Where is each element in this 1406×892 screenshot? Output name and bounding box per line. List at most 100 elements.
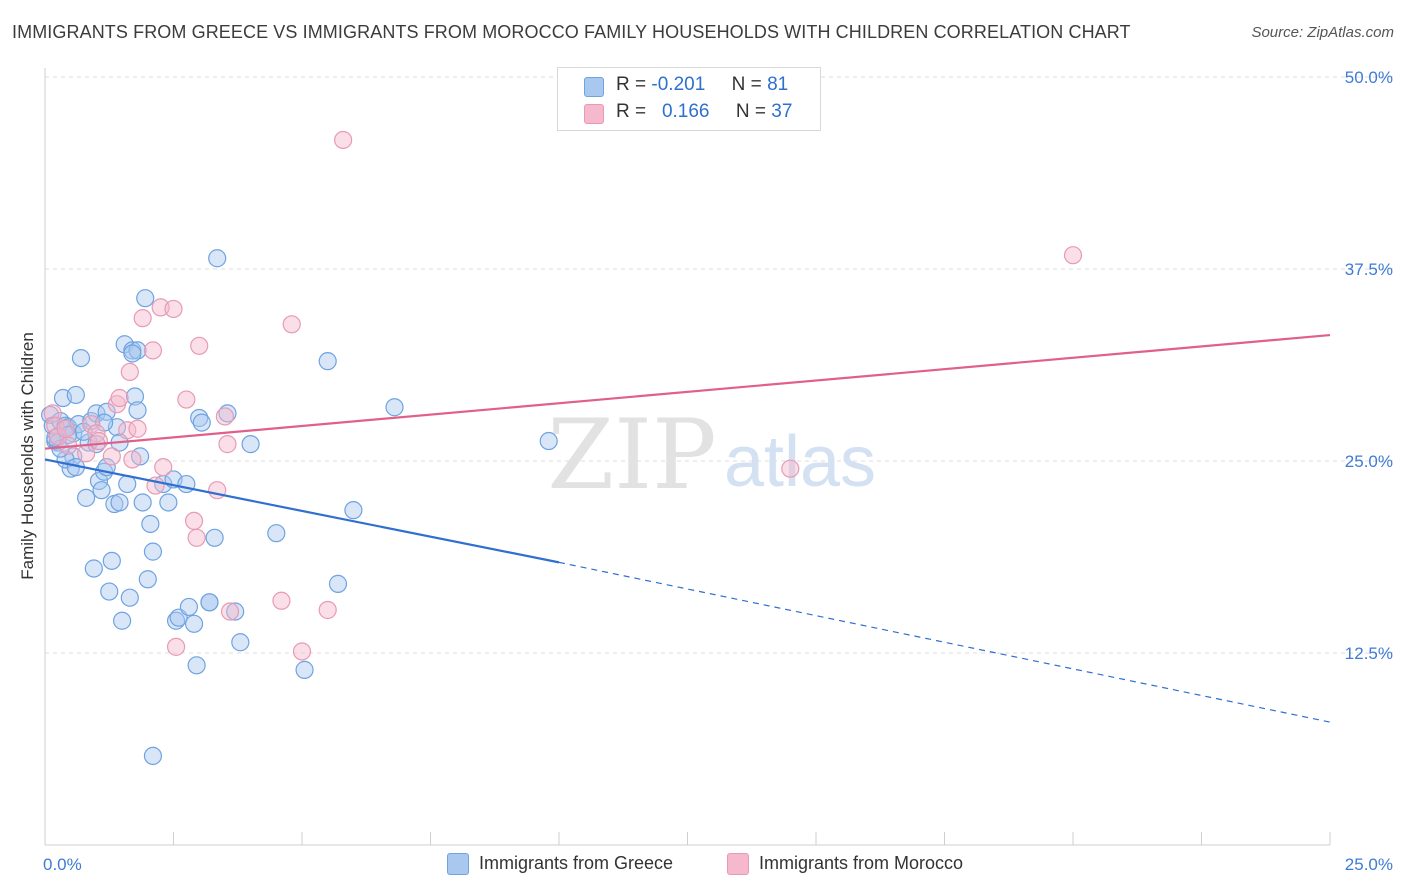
greece-swatch bbox=[584, 77, 604, 97]
y-tick-labels: 12.5% 25.0% 37.5% 50.0% bbox=[1345, 68, 1393, 663]
n-value: 81 bbox=[767, 74, 789, 95]
greece-point bbox=[110, 493, 129, 512]
morocco-point bbox=[334, 130, 353, 150]
morocco-point bbox=[282, 315, 301, 334]
morocco-point bbox=[120, 362, 139, 382]
greece-point bbox=[318, 352, 337, 371]
greece-point bbox=[133, 493, 152, 512]
morocco-point bbox=[110, 388, 129, 408]
morocco-swatch bbox=[727, 853, 749, 875]
greece-point bbox=[344, 501, 363, 520]
morocco-point bbox=[166, 637, 186, 656]
greece-point bbox=[97, 402, 116, 421]
greece-point bbox=[66, 385, 85, 405]
greece-point bbox=[328, 574, 348, 593]
morocco-point bbox=[164, 299, 183, 319]
greece-point bbox=[184, 614, 204, 633]
greece-point bbox=[226, 602, 245, 621]
greece-trend-extension bbox=[558, 561, 1331, 723]
greece-point bbox=[102, 551, 121, 570]
greece-point bbox=[187, 656, 206, 675]
morocco-point bbox=[77, 444, 96, 463]
morocco-point bbox=[190, 336, 209, 355]
watermark-zip: ZIP bbox=[547, 399, 716, 511]
greece-point bbox=[92, 481, 111, 500]
series-greece-points bbox=[41, 249, 558, 766]
greece-point bbox=[143, 746, 163, 766]
y-tick-label: 50.0% bbox=[1345, 68, 1393, 87]
morocco-point bbox=[123, 450, 142, 469]
greece-point bbox=[241, 435, 260, 454]
morocco-point bbox=[272, 591, 291, 610]
morocco-point bbox=[220, 602, 240, 621]
greece-point bbox=[77, 488, 96, 507]
morocco-point bbox=[154, 458, 173, 477]
watermark-atlas: atlas bbox=[724, 422, 876, 502]
greece-point bbox=[138, 570, 157, 589]
morocco-point bbox=[318, 600, 337, 620]
greece-point bbox=[166, 611, 186, 630]
morocco-point bbox=[292, 642, 312, 661]
greece-point bbox=[267, 524, 286, 543]
morocco-trend-line bbox=[44, 333, 1331, 450]
greece-point bbox=[112, 611, 132, 630]
greece-point bbox=[100, 582, 119, 601]
r-label: R = bbox=[616, 101, 647, 122]
greece-point bbox=[208, 249, 227, 268]
series-legend: Immigrants from Greece Immigrants from M… bbox=[0, 852, 1406, 880]
greece-point bbox=[179, 597, 199, 617]
morocco-point bbox=[56, 419, 75, 438]
morocco-point bbox=[218, 435, 237, 454]
x-tick-label: 25.0% bbox=[1345, 855, 1393, 874]
stats-legend: R = -0.201 N = 81 R = 0.166 N = 37 bbox=[557, 67, 821, 131]
x-tick-labels: 0.0% 25.0% bbox=[43, 855, 1393, 874]
greece-point bbox=[125, 387, 145, 406]
r-value: 0.166 bbox=[661, 101, 710, 122]
chart-title: IMMIGRANTS FROM GREECE VS IMMIGRANTS FRO… bbox=[12, 22, 1131, 42]
r-value: -0.201 bbox=[651, 74, 706, 95]
morocco-point bbox=[48, 427, 67, 446]
greece-point bbox=[128, 341, 147, 360]
morocco-point bbox=[46, 416, 65, 435]
y-tick-label: 12.5% bbox=[1345, 644, 1393, 663]
morocco-point bbox=[82, 415, 101, 434]
greece-swatch bbox=[447, 853, 469, 875]
morocco-point bbox=[781, 459, 800, 478]
morocco-point bbox=[128, 419, 147, 438]
legend-label: Immigrants from Morocco bbox=[759, 853, 964, 873]
greece-point bbox=[141, 514, 160, 534]
legend-label: Immigrants from Greece bbox=[479, 853, 674, 873]
greece-point bbox=[128, 401, 147, 420]
greece-point bbox=[231, 633, 250, 652]
greece-point bbox=[143, 542, 163, 561]
n-value: 37 bbox=[771, 101, 793, 122]
y-tick-label: 37.5% bbox=[1345, 260, 1393, 279]
x-tick-label: 0.0% bbox=[43, 855, 82, 874]
watermark: ZIP atlas bbox=[547, 399, 876, 511]
greece-point bbox=[200, 593, 219, 612]
morocco-swatch bbox=[584, 104, 604, 124]
series-morocco-points bbox=[43, 130, 1083, 661]
morocco-point bbox=[143, 341, 163, 360]
morocco-point bbox=[133, 309, 152, 328]
greece-point bbox=[205, 528, 224, 547]
greece-trend-line bbox=[44, 458, 560, 564]
morocco-point bbox=[184, 511, 204, 531]
greece-point bbox=[192, 413, 211, 432]
greece-point bbox=[136, 289, 155, 308]
greece-point bbox=[123, 344, 142, 363]
source-label: Source: ZipAtlas.com bbox=[1251, 24, 1394, 41]
greece-point bbox=[84, 559, 103, 578]
morocco-point bbox=[177, 390, 196, 409]
axes bbox=[44, 68, 1331, 846]
morocco-point bbox=[187, 528, 206, 547]
morocco-point bbox=[102, 447, 121, 466]
y-tick-label: 25.0% bbox=[1345, 452, 1393, 471]
r-label: R = bbox=[616, 74, 647, 95]
trend-lines bbox=[44, 333, 1331, 723]
morocco-point bbox=[89, 431, 109, 451]
morocco-point bbox=[1063, 246, 1083, 265]
morocco-point bbox=[215, 407, 234, 426]
grid-lines bbox=[45, 76, 1393, 654]
